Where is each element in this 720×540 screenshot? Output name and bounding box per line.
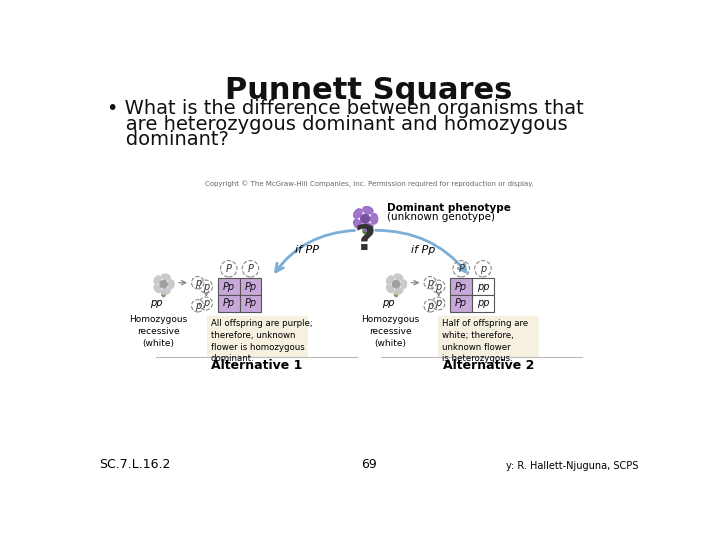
Bar: [218, 278, 240, 295]
Ellipse shape: [387, 285, 394, 293]
Ellipse shape: [363, 224, 373, 231]
Circle shape: [160, 281, 167, 288]
Text: Pp: Pp: [222, 281, 235, 292]
Ellipse shape: [387, 276, 394, 284]
Text: Punnett Squares: Punnett Squares: [225, 76, 513, 105]
Ellipse shape: [154, 285, 161, 293]
Circle shape: [361, 214, 369, 223]
Text: if Pp: if Pp: [411, 245, 436, 254]
Text: p: p: [427, 278, 433, 288]
Text: p: p: [203, 299, 209, 308]
Bar: [472, 278, 494, 295]
Ellipse shape: [401, 280, 407, 288]
Ellipse shape: [168, 280, 174, 288]
Ellipse shape: [354, 219, 362, 229]
FancyBboxPatch shape: [438, 316, 539, 357]
Bar: [240, 278, 261, 295]
Text: Homozygous
recessive
(white): Homozygous recessive (white): [361, 315, 420, 348]
Text: p: p: [427, 301, 433, 311]
Text: Pp: Pp: [244, 299, 256, 308]
Text: Dominant phenotype: Dominant phenotype: [387, 203, 510, 213]
Text: Homozygous
recessive
(white): Homozygous recessive (white): [129, 315, 187, 348]
Text: are heterozygous dominant and homozygous: are heterozygous dominant and homozygous: [107, 115, 567, 134]
Text: p: p: [436, 281, 441, 292]
Bar: [472, 295, 494, 312]
Bar: [451, 295, 472, 312]
Text: pp: pp: [477, 299, 489, 308]
Text: pp: pp: [150, 298, 162, 308]
Bar: [218, 295, 240, 312]
Ellipse shape: [354, 209, 362, 218]
Text: p: p: [194, 278, 201, 288]
Ellipse shape: [395, 274, 402, 280]
Ellipse shape: [154, 276, 161, 284]
Text: All offspring are purple;
therefore, unknown
flower is homozygous
dominant.: All offspring are purple; therefore, unk…: [211, 319, 312, 363]
Circle shape: [392, 281, 400, 288]
Text: p: p: [203, 281, 209, 292]
Ellipse shape: [363, 227, 367, 234]
Text: Pp: Pp: [455, 299, 467, 308]
Ellipse shape: [395, 288, 402, 294]
Ellipse shape: [371, 214, 378, 224]
Text: y: R. Hallett-Njuguna, SCPS: y: R. Hallett-Njuguna, SCPS: [506, 461, 639, 471]
Text: P: P: [459, 264, 464, 274]
Text: pp: pp: [477, 281, 489, 292]
Bar: [240, 295, 261, 312]
Text: p: p: [480, 264, 486, 274]
Text: Pp: Pp: [222, 299, 235, 308]
Text: p: p: [436, 299, 441, 308]
Text: if PP: if PP: [295, 245, 319, 254]
Text: • What is the difference between organisms that: • What is the difference between organis…: [107, 99, 584, 118]
Ellipse shape: [162, 292, 166, 296]
Text: P: P: [248, 264, 253, 274]
Text: ?: ?: [355, 224, 376, 258]
Ellipse shape: [363, 207, 373, 214]
Text: SC.7.L.16.2: SC.7.L.16.2: [99, 458, 171, 471]
Text: Copyright © The McGraw-Hill Companies, Inc. Permission required for reproduction: Copyright © The McGraw-Hill Companies, I…: [204, 180, 534, 187]
Ellipse shape: [395, 292, 398, 296]
Text: (unknown genotype): (unknown genotype): [387, 212, 495, 222]
Text: P: P: [226, 264, 232, 274]
Text: Pp: Pp: [455, 281, 467, 292]
Text: Pp: Pp: [244, 281, 256, 292]
Text: Alternative 1: Alternative 1: [211, 359, 302, 372]
Text: dominant?: dominant?: [107, 130, 229, 149]
FancyBboxPatch shape: [207, 316, 307, 357]
Text: 69: 69: [361, 458, 377, 471]
Bar: [451, 278, 472, 295]
Ellipse shape: [162, 288, 170, 294]
Text: Alternative 2: Alternative 2: [444, 359, 535, 372]
Text: pp: pp: [382, 298, 395, 308]
Text: Half of offspring are
white; therefore,
unknown flower
is heterozygous.: Half of offspring are white; therefore, …: [442, 319, 528, 363]
Ellipse shape: [162, 274, 170, 280]
Text: p: p: [194, 301, 201, 311]
